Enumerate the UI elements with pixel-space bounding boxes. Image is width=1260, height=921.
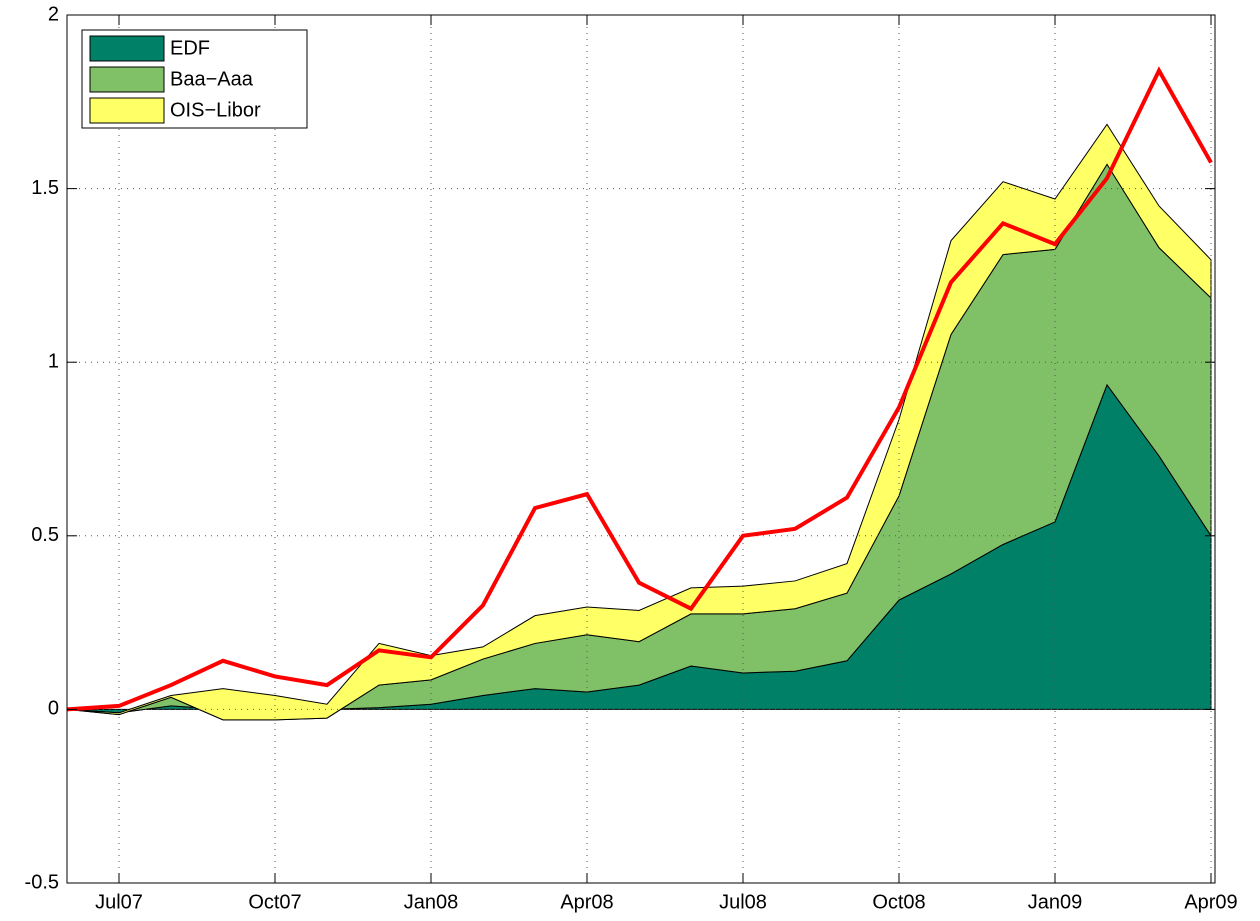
y-tick-label: 1	[48, 350, 59, 372]
y-tick-label: 2	[48, 3, 59, 25]
y-tick-label: 0	[48, 698, 59, 720]
y-tick-label: 1.5	[31, 177, 59, 199]
axes-box	[66, 14, 1216, 884]
line	[66, 66, 1213, 712]
x-tick-label: Jul07	[95, 891, 143, 913]
x-tick-label: Jan09	[1028, 891, 1083, 913]
area	[66, 123, 1212, 721]
y-tick-label: 0.5	[31, 524, 59, 546]
x-tick-label: Oct07	[248, 891, 301, 913]
legend-label: EDF	[170, 37, 210, 59]
x-tick-label: Jan08	[404, 891, 459, 913]
legend-label: Baa−Aaa	[170, 68, 254, 90]
legend-swatch	[89, 97, 165, 124]
x-tick-label: Oct08	[872, 891, 925, 913]
x-tick-label: Jul08	[719, 891, 767, 913]
y-tick-label: -0.5	[25, 871, 59, 893]
legend-swatch	[89, 35, 165, 62]
legend-label: OIS−Libor	[170, 99, 261, 121]
x-tick-label: Apr08	[560, 891, 613, 913]
legend-swatch	[89, 66, 165, 93]
x-tick-label: Apr09	[1184, 891, 1237, 913]
